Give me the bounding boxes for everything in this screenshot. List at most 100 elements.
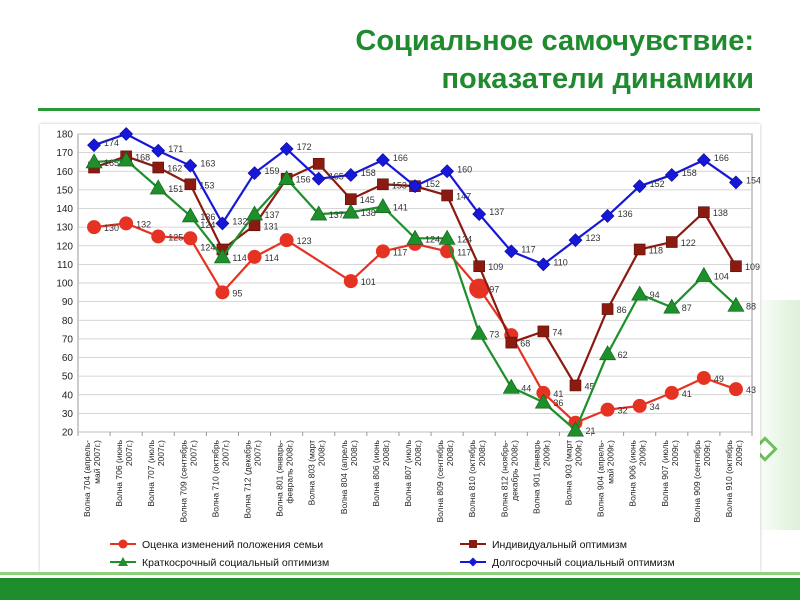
individual-data-label: 168 <box>135 152 150 162</box>
short_term-data-label: 137 <box>265 210 280 220</box>
short_term-marker <box>181 207 199 223</box>
y-tick-label: 40 <box>62 390 74 401</box>
short_term-marker <box>213 248 231 264</box>
x-category-label: 2007г.) <box>156 440 166 466</box>
long_term-legend-label: Долгосрочный социальный оптимизм <box>492 557 675 569</box>
individual-marker <box>473 260 485 273</box>
individual-data-label: 45 <box>584 381 594 391</box>
short_term-marker <box>566 421 584 437</box>
slide-title-line1: Социальное самочувствие: <box>355 25 754 57</box>
x-category-label: 2009г.) <box>670 440 680 466</box>
family-marker <box>728 382 743 397</box>
family-data-label: 34 <box>650 402 660 412</box>
long_term-marker <box>247 166 262 181</box>
short_term-marker <box>502 378 520 394</box>
long_term-marker <box>440 164 455 179</box>
x-category-label: февраль 2008г.) <box>285 440 295 504</box>
individual-data-label: 147 <box>456 191 471 201</box>
family-data-label: 117 <box>393 247 407 257</box>
individual-data-label: 131 <box>264 221 279 231</box>
x-category-label: Волна 706 (июнь <box>114 439 124 506</box>
family-marker <box>632 398 647 413</box>
long_term-data-label: 166 <box>714 153 729 163</box>
long_term-legend-marker <box>468 557 478 567</box>
y-tick-label: 100 <box>56 279 73 290</box>
x-category-label: Волна 807 (июль <box>403 439 413 506</box>
long_term-marker <box>568 233 583 248</box>
x-category-label: Волна 809 (сентябрь <box>435 439 445 522</box>
individual-data-label: 162 <box>167 164 182 174</box>
long_term-data-label: 163 <box>200 159 215 169</box>
short_term-data-label: 87 <box>682 303 692 313</box>
short_term-marker <box>374 198 392 213</box>
y-tick-label: 180 <box>56 130 73 141</box>
short_term-legend-label: Краткосрочный социальный оптимизм <box>142 557 329 569</box>
long_term-marker <box>183 158 198 173</box>
long_term-marker <box>311 171 326 186</box>
y-tick-label: 60 <box>62 353 74 364</box>
family-data-label: 32 <box>618 406 628 416</box>
y-tick-label: 140 <box>56 204 73 215</box>
individual-data-label: 118 <box>649 245 663 255</box>
individual-marker <box>730 260 742 273</box>
slide-title: Социальное самочувствие: показатели дина… <box>355 22 754 98</box>
x-category-label: 2007г.) <box>253 440 263 466</box>
x-category-label: 2008г.) <box>445 440 455 466</box>
x-category-label: Волна 910 (октябрь <box>724 439 734 517</box>
individual-marker <box>537 325 550 338</box>
x-category-label: декабрь 2008г.) <box>509 440 519 501</box>
x-category-label: Волна 712 (декабрь <box>243 439 253 518</box>
short_term-data-label: 104 <box>714 272 729 282</box>
y-tick-label: 30 <box>62 409 74 420</box>
short_term-data-label: 124 <box>425 234 440 244</box>
short_term-marker <box>149 179 167 195</box>
individual-data-label: 109 <box>745 262 760 272</box>
long_term-data-label: 110 <box>553 257 567 267</box>
x-category-label: 2009г.) <box>638 440 648 466</box>
family-data-label: 124 <box>200 242 215 252</box>
long_term-marker <box>279 141 294 156</box>
long_term-marker <box>504 244 519 259</box>
x-category-label: Волна 906 (июнь <box>628 439 638 506</box>
short_term-data-label: 73 <box>489 329 499 339</box>
individual-marker <box>248 219 261 232</box>
x-category-label: Волна 804 (апрель <box>339 439 349 514</box>
individual-marker <box>345 193 357 205</box>
family-data-label: 41 <box>553 389 563 399</box>
long_term-data-label: 137 <box>489 207 504 217</box>
short_term-data-label: 88 <box>746 301 756 311</box>
x-category-label: Волна 812 (ноябрь- <box>499 440 509 517</box>
family-marker <box>119 216 134 231</box>
individual-data-label: 122 <box>681 238 696 248</box>
short_term-data-label: 141 <box>393 203 408 213</box>
long_term-marker <box>151 143 166 158</box>
x-category-label: 2007г.) <box>220 440 230 466</box>
short_term-data-label: 114 <box>232 253 246 263</box>
family-data-label: 43 <box>746 385 756 395</box>
y-tick-label: 150 <box>56 185 73 196</box>
long_term-data-label: 174 <box>104 138 119 148</box>
individual-marker <box>505 336 518 349</box>
family-legend-marker <box>118 539 128 549</box>
x-category-label: Волна 803 (март <box>307 440 317 505</box>
long_term-marker <box>600 209 615 223</box>
x-category-label: 2008г.) <box>381 440 391 466</box>
y-tick-label: 90 <box>62 297 74 308</box>
individual-marker <box>633 243 646 256</box>
short_term-marker <box>438 229 456 245</box>
x-category-label: май 2009г.) <box>606 440 616 484</box>
family-data-label: 41 <box>682 389 692 399</box>
x-category-label: Волна 904 (апрель- <box>596 440 606 517</box>
y-tick-label: 130 <box>56 223 73 234</box>
x-category-label: 2008г.) <box>413 440 423 466</box>
title-divider <box>38 108 760 111</box>
individual-data-label: 145 <box>360 195 375 205</box>
chart-panel: 20 30 40 50 60 70 80 90 100 110 120 130 140 150 160 170… <box>40 124 760 572</box>
long_term-data-label: 152 <box>425 179 440 189</box>
individual-data-label: 109 <box>488 262 503 272</box>
long_term-data-label: 154 <box>746 175 760 185</box>
x-category-label: Волна 810 (октябрь <box>467 439 477 517</box>
x-category-label: 2009г.) <box>702 440 712 466</box>
long_term-marker <box>408 179 422 194</box>
line-chart: 20 30 40 50 60 70 80 90 100 110 120 130 140 150 160 170… <box>56 127 760 569</box>
